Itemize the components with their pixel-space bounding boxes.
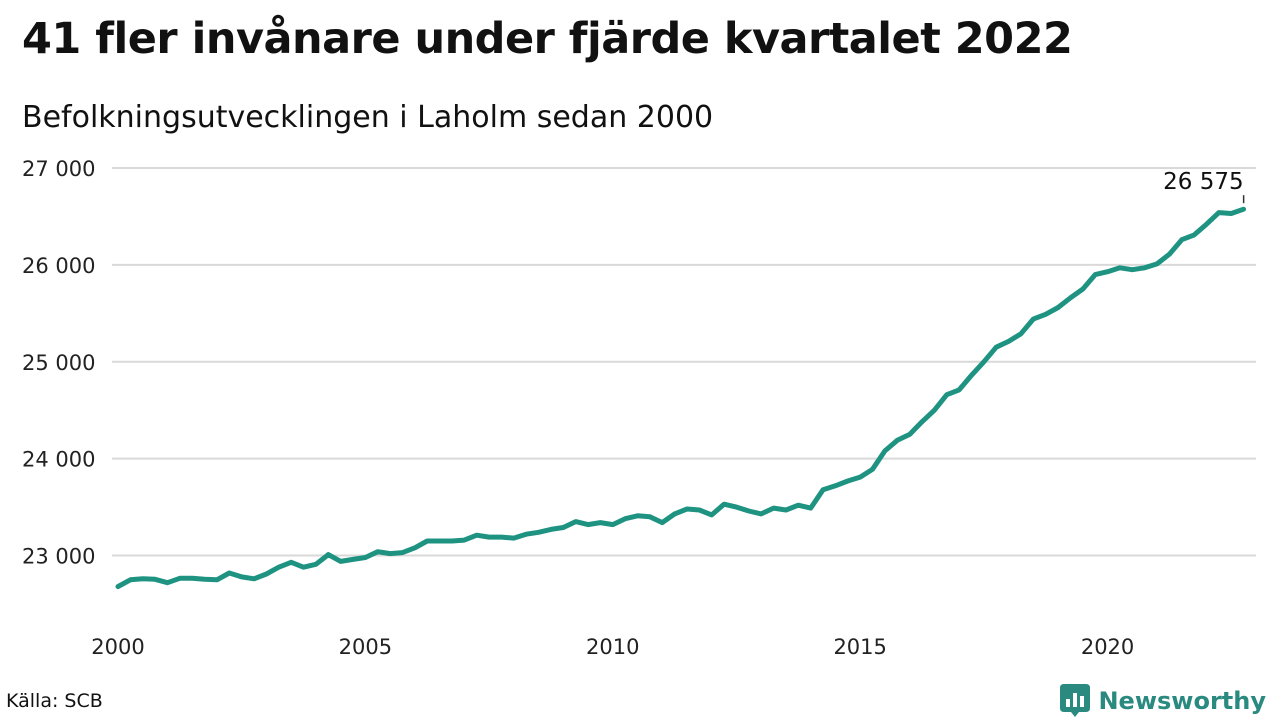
series-line [115,206,1247,590]
y-tick-label: 23 000 [22,545,95,569]
brand-name: Newsworthy [1098,687,1266,715]
y-axis: 23 000 24 000 25 000 26 000 27 000 [22,157,95,569]
x-axis: 2000 2005 2010 2015 2020 [91,635,1134,659]
x-tick-label: 2015 [833,635,886,659]
y-tick-label: 25 000 [22,351,95,375]
x-tick-label: 2005 [339,635,392,659]
end-value-label: 26 575 [1163,169,1243,195]
y-tick-label: 26 000 [22,254,95,278]
grid-lines [112,167,1256,557]
chart-subtitle: Befolkningsutvecklingen i Laholm sedan 2… [22,100,714,135]
y-tick-label: 24 000 [22,448,95,472]
newsworthy-logo-icon [1060,684,1091,717]
x-tick-label: 2020 [1081,635,1134,659]
brand: Newsworthy [1060,684,1266,718]
end-annotation: 26 575 [1163,169,1245,204]
y-tick-label: 27 000 [22,157,95,181]
series-group [115,206,1247,590]
source-note: Källa: SCB [6,690,103,712]
chart-title: 41 fler invånare under fjärde kvartalet … [22,14,1073,64]
x-tick-label: 2010 [586,635,639,659]
x-tick-label: 2000 [91,635,144,659]
